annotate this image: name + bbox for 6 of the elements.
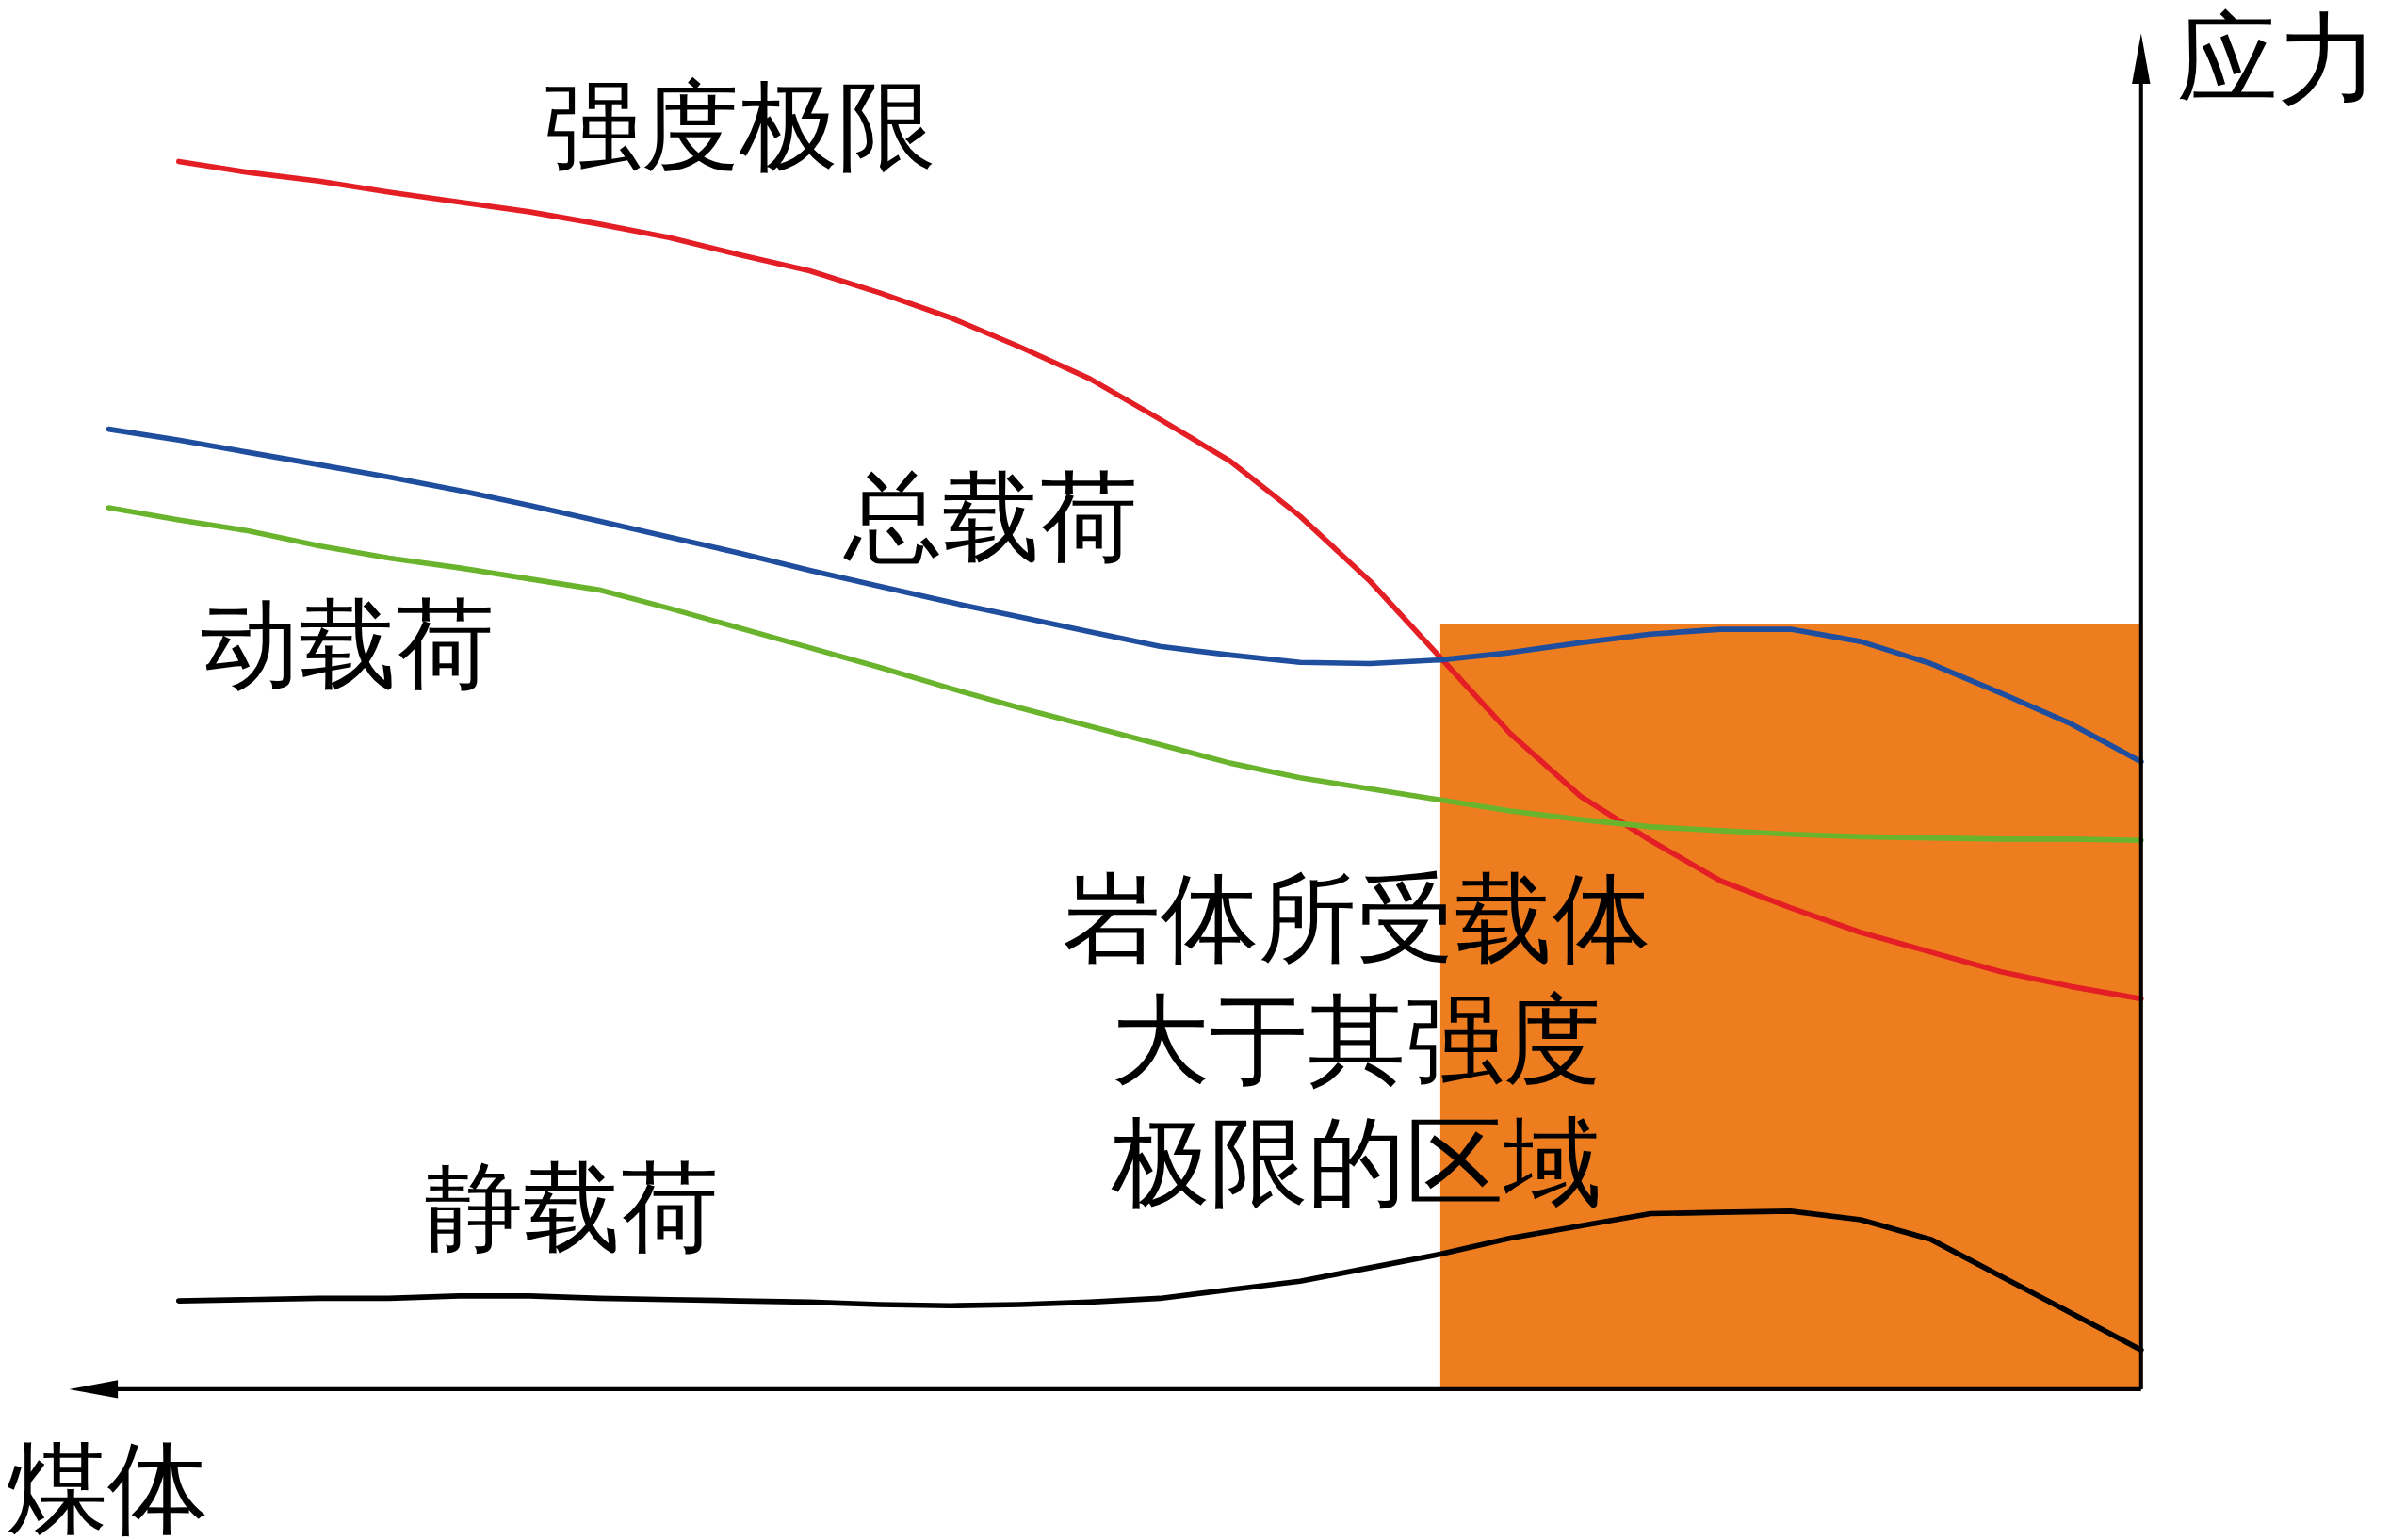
- series-label: 静载荷: [425, 1151, 720, 1265]
- series-label: 强度极限: [543, 69, 935, 183]
- series-label: 动载荷: [201, 587, 496, 701]
- x-axis-title: 煤体: [6, 1430, 208, 1540]
- y-axis-title: 应力: [2177, 1, 2380, 119]
- series-label: 总载荷: [842, 461, 1138, 575]
